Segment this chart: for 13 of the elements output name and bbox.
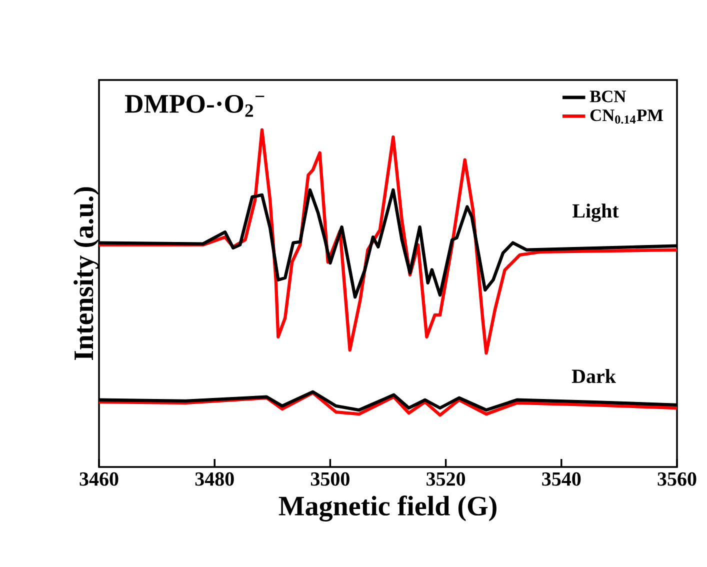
legend-label: CN$_{0.14}$PM (590, 109, 663, 124)
legend-label: BCN (590, 90, 626, 102)
x-tick-label: 3540 (542, 472, 581, 486)
x-tick-label: 3480 (195, 472, 234, 486)
annotation: Dark (572, 369, 616, 384)
x-tick-label: 3460 (80, 472, 118, 486)
x-tick-label: 3500 (310, 472, 350, 486)
y-axis-title: Intensity (a.u.) (74, 187, 100, 360)
x-tick-label: 3520 (426, 472, 466, 486)
x-axis-title: Magnetic field (G) (278, 496, 496, 522)
annotation: Light (572, 204, 619, 222)
x-tick-label: 3560 (658, 472, 696, 486)
chart-title: DMPO-·O$_{2}$− (125, 94, 264, 117)
